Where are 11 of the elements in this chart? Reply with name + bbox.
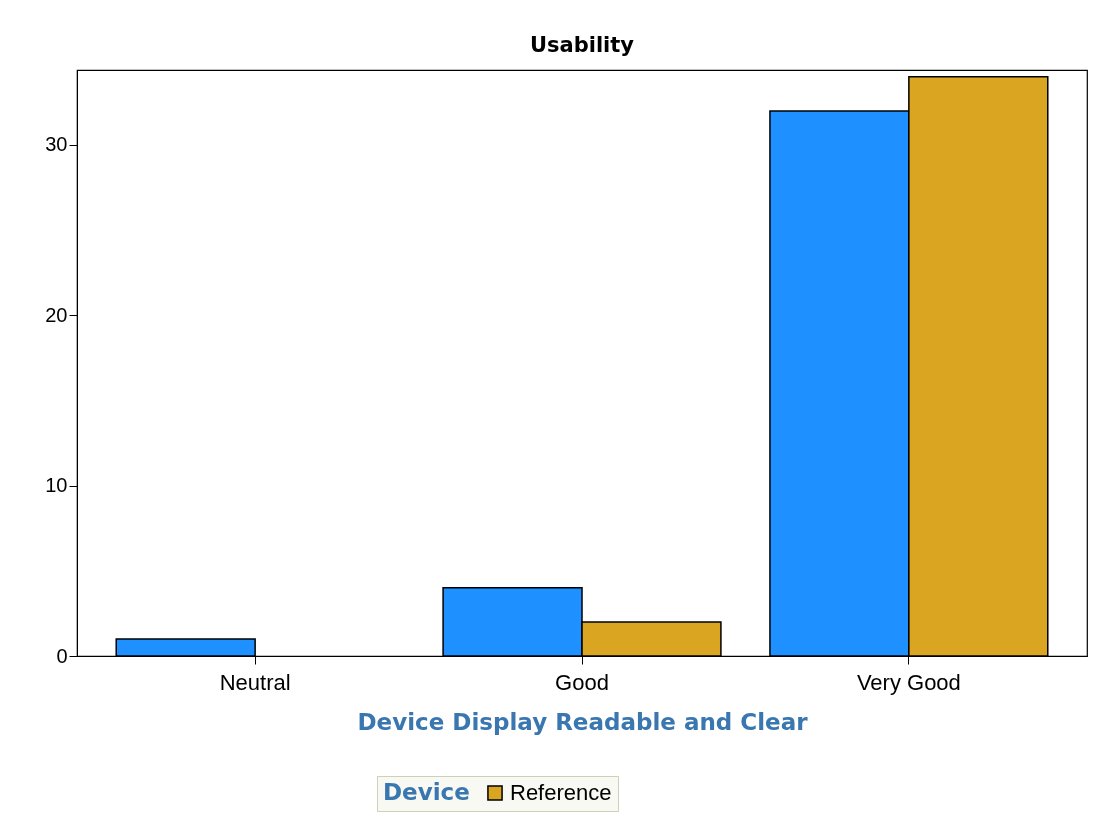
y-tick-label: 10 xyxy=(45,474,68,497)
x-tick-label: Very Good xyxy=(856,669,961,695)
x-axis-title: Device Display Readable and Clear xyxy=(357,708,809,735)
x-tick-label: Good xyxy=(555,669,609,695)
x-tick-label: Neutral xyxy=(219,669,291,695)
legend-title: Device xyxy=(383,779,470,805)
y-tick-label: 0 xyxy=(56,644,68,667)
legend-label: Reference xyxy=(510,780,612,805)
chart-title: Usability xyxy=(529,33,635,57)
y-tick-label: 20 xyxy=(45,303,68,326)
y-tick-label: 30 xyxy=(45,133,68,156)
